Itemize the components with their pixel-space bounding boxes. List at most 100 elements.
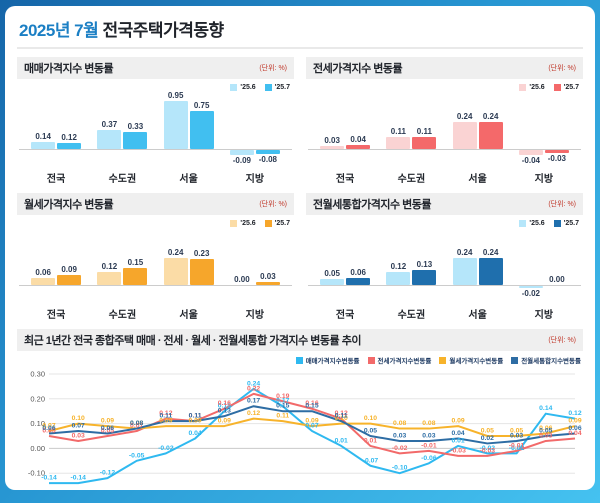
bar-group: 0.24 0.24 bbox=[445, 93, 511, 167]
bar-value-label: 0.12 bbox=[390, 261, 407, 271]
bar bbox=[544, 150, 569, 154]
bar-value-label: 0.13 bbox=[416, 260, 433, 270]
bar bbox=[229, 150, 254, 155]
point-value-label: 0.05 bbox=[481, 428, 494, 435]
legend-item: '25.7 bbox=[553, 82, 579, 93]
bar-value-label: 0.06 bbox=[350, 268, 366, 278]
point-value-label: 0.17 bbox=[276, 398, 289, 405]
legend-label: 월세가격지수변동률 bbox=[449, 358, 504, 365]
legend-label: '25.7 bbox=[563, 84, 579, 91]
point-value-label: -0.14 bbox=[70, 475, 86, 482]
point-value-label: 0.09 bbox=[101, 418, 114, 425]
point-value-label: 0.05 bbox=[364, 428, 377, 435]
bar-chart: 0.03 0.04 0.11 0.11 0.24 0.24 -0.04 -0.03 bbox=[306, 93, 583, 167]
bar-chart: 0.14 0.12 0.37 0.33 0.95 0.75 -0.09 -0.08 bbox=[17, 91, 294, 167]
bar-value-label: 0.24 bbox=[167, 248, 184, 257]
category-label: 서울 bbox=[468, 174, 487, 185]
point-value-label: 0.09 bbox=[188, 418, 201, 425]
legend-item: '25.7 bbox=[264, 82, 290, 93]
legend-swatch bbox=[264, 84, 272, 91]
bar-value-label: 0.37 bbox=[101, 120, 118, 130]
point-value-label: 0.10 bbox=[364, 415, 377, 422]
point-value-label: 0.02 bbox=[481, 435, 494, 442]
point-value-label: 0.24 bbox=[247, 380, 260, 387]
category-label: 서울 bbox=[468, 310, 487, 321]
point-value-label: 0.06 bbox=[568, 425, 581, 432]
panel-legend: '25.6 '25.7 bbox=[17, 215, 294, 229]
category-label: 전국 bbox=[46, 310, 66, 321]
bar-value-label: 0.12 bbox=[61, 132, 77, 142]
bar-value-label: 0.12 bbox=[101, 261, 118, 271]
legend-label: 전월세통합지수변동률 bbox=[521, 358, 581, 365]
bar-value-label: 0.24 bbox=[456, 112, 473, 121]
bar bbox=[518, 150, 543, 155]
category-label: 수도권 bbox=[108, 310, 137, 321]
point-value-label: 0.22 bbox=[247, 385, 260, 392]
bar-chart: 0.06 0.09 0.12 0.15 0.24 0.23 0.00 0.03 bbox=[17, 229, 294, 303]
legend-label: '25.6 bbox=[240, 220, 256, 227]
bar-group: 0.12 0.15 bbox=[89, 229, 155, 303]
legend-item: '25.6 bbox=[519, 82, 545, 93]
legend-item: 전월세통합지수변동률 bbox=[511, 355, 581, 365]
point-value-label: 0.11 bbox=[159, 413, 172, 420]
bar-chart: 0.05 0.06 0.12 0.13 0.24 0.24 -0.02 0.00 bbox=[306, 229, 583, 303]
point-value-label: 0.17 bbox=[247, 398, 260, 405]
bar-group: 0.12 0.13 bbox=[378, 229, 444, 303]
trend-line bbox=[48, 405, 576, 445]
bar-group: 0.24 0.24 bbox=[445, 229, 511, 303]
bar bbox=[57, 142, 82, 149]
legend-swatch bbox=[264, 220, 272, 227]
bar bbox=[57, 274, 82, 285]
bar-group: -0.02 0.00 bbox=[511, 229, 577, 303]
bar-group: -0.04 -0.03 bbox=[511, 93, 577, 167]
y-tick-label: 0.20 bbox=[30, 394, 45, 403]
point-value-label: 0.11 bbox=[189, 413, 202, 420]
point-value-label: -0.02 bbox=[480, 445, 496, 452]
zero-axis-line bbox=[308, 285, 581, 286]
chart-panel-wolse-price: 월세가격지수 변동률 (단위: %) '25.6'25.7 0.06 0.09 0.12 0… bbox=[17, 193, 294, 321]
panel-header: 전세가격지수 변동률 (단위: %) bbox=[306, 57, 583, 79]
bar-group: 0.05 0.06 bbox=[312, 229, 378, 303]
point-value-label: 0.11 bbox=[335, 413, 348, 420]
legend-item: '25.7 bbox=[264, 218, 290, 229]
point-value-label: 0.11 bbox=[189, 413, 202, 420]
chart-panel-combined-rent-price: 전월세통합가격지수 변동률 (단위: %) '25.6'25.7 0.05 0.06 0.… bbox=[306, 193, 583, 321]
bar-group: 0.06 0.09 bbox=[23, 229, 89, 303]
y-tick-label: 0.10 bbox=[30, 419, 45, 428]
page-title: 2025년 7월 전국주택가격동향 bbox=[19, 21, 224, 40]
bar bbox=[123, 268, 148, 285]
category-label: 서울 bbox=[179, 174, 198, 185]
bar bbox=[452, 122, 477, 149]
point-value-label: 0.03 bbox=[539, 432, 552, 439]
bar bbox=[478, 258, 503, 285]
point-value-label: 0.03 bbox=[393, 432, 406, 439]
legend-swatch bbox=[519, 220, 527, 227]
bar-value-label: -0.03 bbox=[547, 154, 566, 164]
legend-item: 매매가격지수변동률 bbox=[295, 355, 360, 365]
chart-panel-sale-price: 매매가격지수 변동률 (단위: %) '25.6'25.7 0.14 0.12 0.37 0… bbox=[17, 57, 294, 185]
report-card: 2025년 7월 전국주택가격동향 매매가격지수 변동률 (단위: %) '25.6… bbox=[5, 6, 595, 490]
legend-label: 전세가격지수변동률 bbox=[377, 358, 432, 365]
bar-group: -0.09 -0.08 bbox=[222, 93, 288, 167]
unit-label: (단위: %) bbox=[548, 65, 576, 72]
panel-title: 전세가격지수 변동률 bbox=[313, 63, 403, 75]
unit-label: (단위: %) bbox=[548, 337, 576, 344]
point-value-label: 0.15 bbox=[276, 403, 289, 410]
bar bbox=[255, 281, 280, 285]
category-label: 지방 bbox=[534, 174, 554, 185]
bar bbox=[346, 278, 371, 285]
point-value-label: -0.12 bbox=[100, 470, 116, 477]
point-value-label: 0.03 bbox=[422, 432, 435, 439]
point-value-label: 0.15 bbox=[218, 403, 231, 410]
bar-group: 0.95 0.75 bbox=[156, 91, 222, 167]
legend-swatch bbox=[553, 84, 561, 91]
legend-swatch bbox=[367, 356, 375, 364]
zero-axis-line bbox=[19, 149, 292, 150]
point-value-label: 0.08 bbox=[130, 420, 143, 427]
bar bbox=[163, 101, 188, 149]
point-value-label: 0.15 bbox=[305, 403, 318, 410]
point-value-label: -0.01 bbox=[421, 442, 437, 449]
bar-value-label: 0.11 bbox=[390, 126, 406, 136]
legend-label: '25.6 bbox=[240, 84, 256, 91]
